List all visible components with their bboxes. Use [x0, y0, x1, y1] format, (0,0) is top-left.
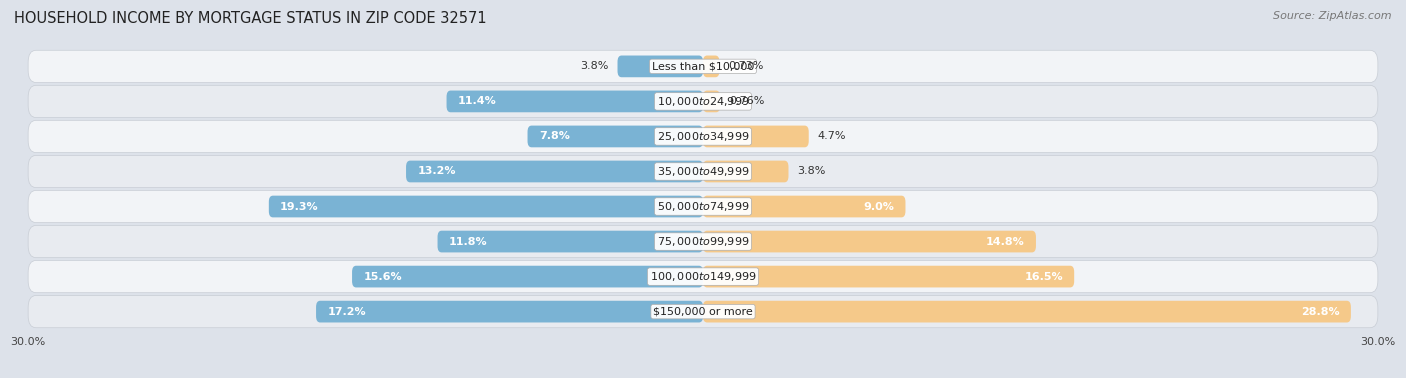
Text: $100,000 to $149,999: $100,000 to $149,999	[650, 270, 756, 283]
FancyBboxPatch shape	[617, 56, 703, 77]
Text: Less than $10,000: Less than $10,000	[652, 61, 754, 71]
Text: 3.8%: 3.8%	[581, 61, 609, 71]
FancyBboxPatch shape	[28, 191, 1378, 223]
Text: 4.7%: 4.7%	[818, 132, 846, 141]
FancyBboxPatch shape	[703, 125, 808, 147]
FancyBboxPatch shape	[28, 85, 1378, 118]
Text: 17.2%: 17.2%	[328, 307, 366, 317]
FancyBboxPatch shape	[28, 120, 1378, 153]
Text: 3.8%: 3.8%	[797, 166, 825, 177]
Text: 13.2%: 13.2%	[418, 166, 456, 177]
FancyBboxPatch shape	[703, 161, 789, 182]
FancyBboxPatch shape	[316, 301, 703, 322]
Text: 15.6%: 15.6%	[363, 271, 402, 282]
FancyBboxPatch shape	[28, 155, 1378, 187]
Text: 19.3%: 19.3%	[280, 201, 319, 212]
Text: 16.5%: 16.5%	[1025, 271, 1063, 282]
Text: $50,000 to $74,999: $50,000 to $74,999	[657, 200, 749, 213]
Text: 11.8%: 11.8%	[449, 237, 488, 246]
Text: 7.8%: 7.8%	[538, 132, 569, 141]
FancyBboxPatch shape	[269, 196, 703, 217]
FancyBboxPatch shape	[28, 296, 1378, 328]
FancyBboxPatch shape	[447, 91, 703, 112]
Text: $10,000 to $24,999: $10,000 to $24,999	[657, 95, 749, 108]
FancyBboxPatch shape	[703, 56, 720, 77]
Text: $75,000 to $99,999: $75,000 to $99,999	[657, 235, 749, 248]
FancyBboxPatch shape	[437, 231, 703, 253]
Text: 0.76%: 0.76%	[730, 96, 765, 107]
Text: $150,000 or more: $150,000 or more	[654, 307, 752, 317]
FancyBboxPatch shape	[28, 260, 1378, 293]
Text: Source: ZipAtlas.com: Source: ZipAtlas.com	[1274, 11, 1392, 21]
Text: $25,000 to $34,999: $25,000 to $34,999	[657, 130, 749, 143]
FancyBboxPatch shape	[527, 125, 703, 147]
FancyBboxPatch shape	[703, 266, 1074, 287]
FancyBboxPatch shape	[28, 50, 1378, 82]
Text: HOUSEHOLD INCOME BY MORTGAGE STATUS IN ZIP CODE 32571: HOUSEHOLD INCOME BY MORTGAGE STATUS IN Z…	[14, 11, 486, 26]
FancyBboxPatch shape	[28, 225, 1378, 258]
Text: 11.4%: 11.4%	[458, 96, 496, 107]
Text: 28.8%: 28.8%	[1301, 307, 1340, 317]
FancyBboxPatch shape	[703, 91, 720, 112]
Text: 9.0%: 9.0%	[863, 201, 894, 212]
FancyBboxPatch shape	[703, 301, 1351, 322]
Text: 14.8%: 14.8%	[986, 237, 1025, 246]
Text: $35,000 to $49,999: $35,000 to $49,999	[657, 165, 749, 178]
FancyBboxPatch shape	[352, 266, 703, 287]
FancyBboxPatch shape	[703, 196, 905, 217]
Text: 0.73%: 0.73%	[728, 61, 763, 71]
FancyBboxPatch shape	[406, 161, 703, 182]
FancyBboxPatch shape	[703, 231, 1036, 253]
